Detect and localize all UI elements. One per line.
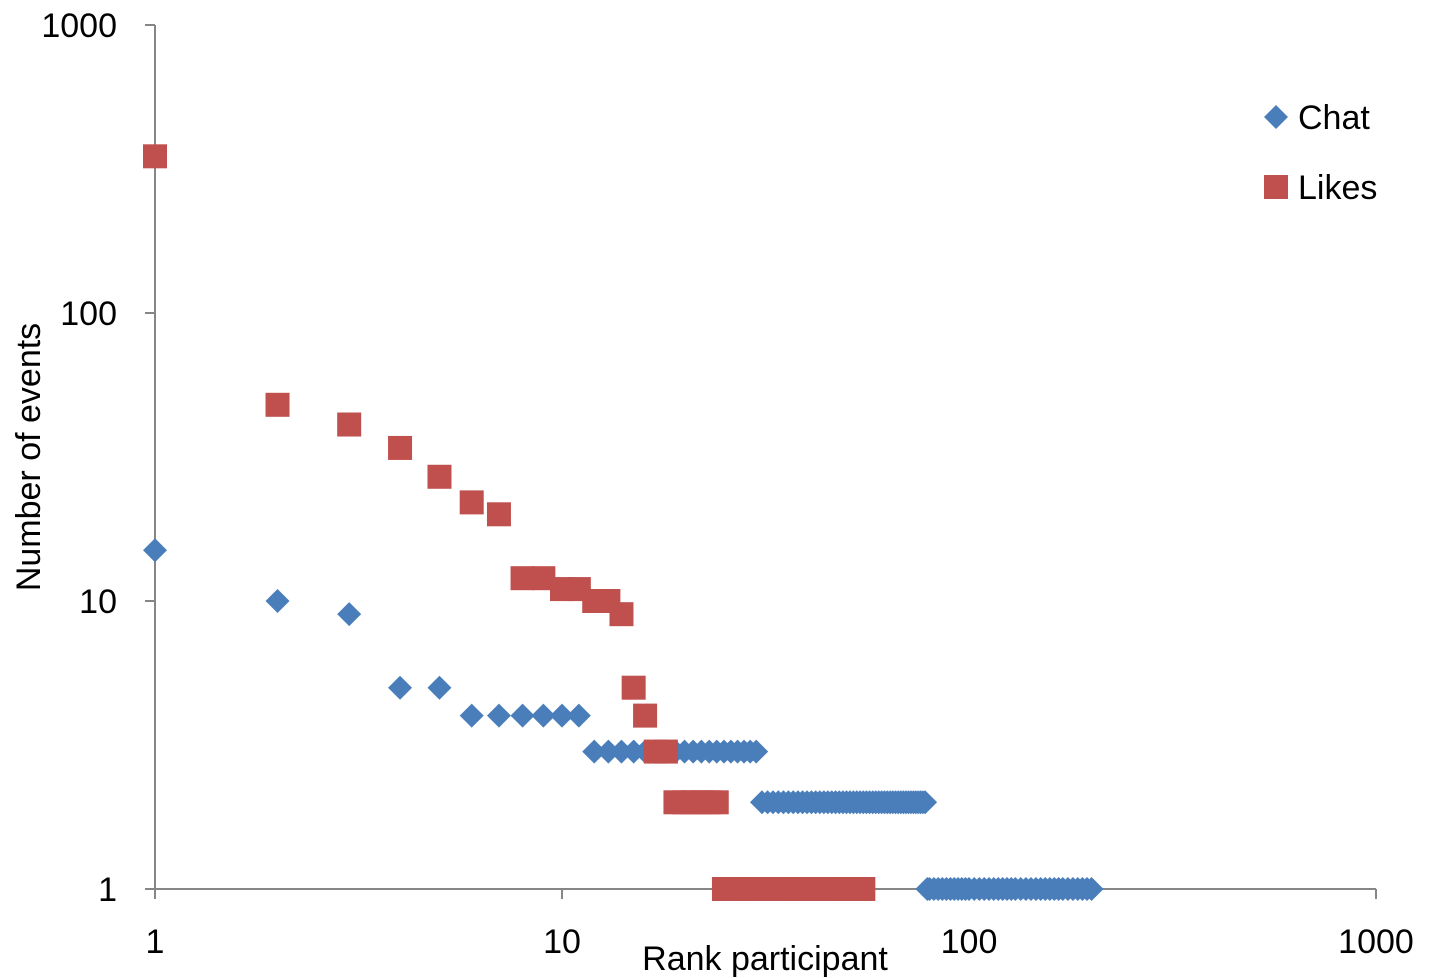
- x-axis-title: Rank participant: [642, 940, 888, 978]
- data-point-likes: [388, 435, 413, 460]
- data-point-chat: [1079, 877, 1104, 901]
- data-point-chat: [143, 538, 167, 563]
- y-tick-label: 100: [60, 295, 117, 333]
- legend-marker-chat: [1264, 105, 1288, 129]
- axes: 1 10 100 1000 1 10 100 1000: [41, 7, 1413, 961]
- x-tick-label: 10: [543, 923, 581, 961]
- data-point-likes: [621, 675, 646, 700]
- y-axis-title: Number of events: [10, 323, 48, 591]
- data-point-likes: [510, 566, 535, 591]
- data-point-likes: [459, 490, 484, 515]
- legend-label-chat: Chat: [1298, 99, 1370, 137]
- y-tick-label: 1000: [41, 7, 117, 45]
- series-chat: [143, 538, 1104, 901]
- series-layer: [143, 144, 1104, 901]
- y-tick-label: 1: [98, 871, 117, 909]
- data-point-chat: [486, 703, 511, 728]
- data-point-likes: [653, 739, 678, 764]
- data-point-likes: [143, 144, 167, 169]
- data-point-likes: [427, 464, 452, 489]
- data-point-chat: [596, 739, 621, 764]
- y-tick-label: 10: [79, 583, 117, 621]
- data-point-chat: [388, 675, 413, 700]
- x-tick-label: 1000: [1338, 923, 1414, 961]
- data-point-chat: [550, 703, 574, 728]
- data-point-likes: [609, 602, 634, 627]
- legend-marker-likes: [1264, 175, 1288, 199]
- data-point-likes: [265, 392, 290, 417]
- data-point-chat: [913, 790, 938, 815]
- data-point-chat: [510, 703, 535, 728]
- data-point-chat: [337, 602, 362, 627]
- data-point-chat: [609, 739, 634, 764]
- data-point-likes: [486, 502, 511, 527]
- data-point-chat: [582, 739, 607, 764]
- data-point-chat: [566, 703, 591, 728]
- x-tick-label: 100: [941, 923, 998, 961]
- data-point-likes: [633, 703, 658, 728]
- data-point-chat: [459, 703, 484, 728]
- data-point-likes: [337, 412, 362, 437]
- data-point-likes: [851, 877, 876, 901]
- x-tick-label: 1: [146, 923, 165, 961]
- legend: Chat Likes: [1264, 99, 1377, 207]
- data-point-chat: [265, 589, 290, 613]
- data-point-likes: [704, 790, 729, 815]
- data-point-chat: [744, 739, 769, 764]
- series-likes: [143, 144, 876, 901]
- data-point-chat: [531, 703, 556, 728]
- data-point-chat: [427, 675, 452, 700]
- legend-label-likes: Likes: [1298, 169, 1377, 207]
